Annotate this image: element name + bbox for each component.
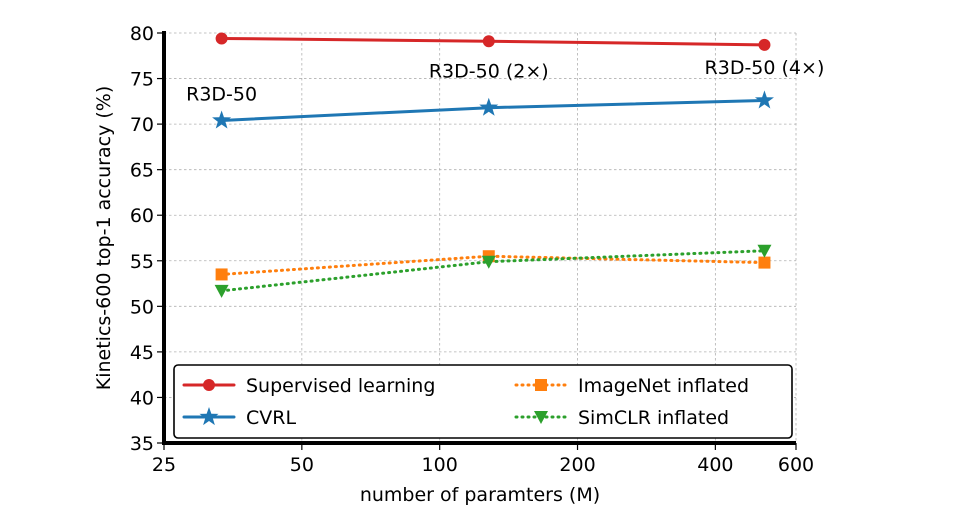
data-point bbox=[758, 256, 771, 269]
y-tick-label: 40 bbox=[130, 387, 154, 409]
y-tick-label: 80 bbox=[130, 23, 154, 45]
y-tick-label: 50 bbox=[130, 296, 154, 318]
legend-entry: CVRL bbox=[182, 407, 296, 429]
data-point bbox=[479, 97, 499, 116]
legend-marker bbox=[199, 407, 219, 426]
legend-label: ImageNet inflated bbox=[578, 375, 749, 397]
y-axis-label: Kinetics-600 top-1 accuracy (%) bbox=[93, 86, 115, 390]
x-tick-label: 200 bbox=[559, 454, 595, 476]
y-tick-label: 75 bbox=[130, 69, 154, 91]
x-tick-label: 25 bbox=[152, 454, 176, 476]
series-simclr-inflated bbox=[214, 244, 772, 298]
y-tick-label: 35 bbox=[130, 433, 154, 455]
data-point bbox=[215, 32, 228, 45]
y-tick-label: 70 bbox=[130, 114, 154, 136]
point-annotation: R3D-50 (2×) bbox=[429, 61, 549, 83]
series-cvrl bbox=[212, 90, 774, 129]
data-point bbox=[757, 244, 772, 258]
y-tick-label: 55 bbox=[130, 251, 154, 273]
x-tick-label: 50 bbox=[290, 454, 314, 476]
data-point bbox=[212, 110, 232, 129]
legend-marker bbox=[534, 411, 548, 424]
legend-marker bbox=[203, 379, 215, 391]
legend-label: Supervised learning bbox=[246, 375, 435, 397]
legend-entry: ImageNet inflated bbox=[514, 375, 749, 397]
legend-entry: Supervised learning bbox=[182, 375, 435, 397]
legend-box bbox=[173, 364, 793, 439]
point-annotation: R3D-50 bbox=[186, 83, 257, 105]
data-point bbox=[481, 255, 496, 269]
data-point bbox=[214, 284, 229, 298]
legend-label: SimCLR inflated bbox=[578, 407, 729, 429]
legend-marker bbox=[535, 379, 547, 391]
series-line bbox=[220, 254, 766, 276]
series-supervised-learning bbox=[215, 32, 771, 51]
x-axis-label: number of paramters (M) bbox=[360, 484, 600, 506]
data-point bbox=[482, 35, 495, 48]
y-tick-label: 60 bbox=[130, 205, 154, 227]
y-tick-label: 45 bbox=[130, 342, 154, 364]
series-line bbox=[220, 98, 766, 122]
ticks-layer: 35 40 45 50 55 60 65 70 75 80 25 50 100 200 400 600 bbox=[130, 23, 814, 476]
legend-entry: SimCLR inflated bbox=[514, 407, 729, 429]
data-point bbox=[754, 90, 774, 109]
series-layer bbox=[212, 32, 774, 298]
y-tick-label: 65 bbox=[130, 160, 154, 182]
data-point bbox=[215, 268, 228, 281]
legend-label: CVRL bbox=[246, 407, 296, 429]
axes-layer bbox=[162, 31, 796, 445]
annotations: R3D-50 R3D-50 (2×) R3D-50 (4×) bbox=[186, 57, 824, 105]
x-tick-label: 100 bbox=[422, 454, 458, 476]
data-point bbox=[758, 38, 771, 51]
x-tick-label: 600 bbox=[778, 454, 814, 476]
x-tick-label: 400 bbox=[697, 454, 733, 476]
legend: Supervised learning CVRL ImageNet inflated… bbox=[173, 364, 793, 439]
point-annotation: R3D-50 (4×) bbox=[705, 57, 825, 79]
